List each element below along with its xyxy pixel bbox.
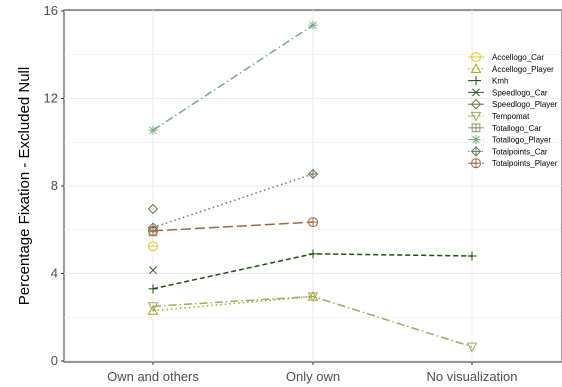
legend-key-marker — [470, 111, 482, 122]
legend-label: Kmh — [492, 77, 508, 86]
legend-key-marker — [471, 135, 481, 145]
data-point-totallogo-player — [148, 125, 158, 135]
legend-item: Speedlogo_Car — [468, 88, 548, 97]
y-tick-label: 12 — [44, 91, 58, 106]
series-line-totallogo-player — [152, 24, 314, 131]
legend-item: Tempomat — [468, 111, 530, 122]
legend-item: Totallogo_Car — [468, 123, 542, 133]
legend-label: Speedlogo_Car — [492, 88, 548, 97]
data-point-kmh — [148, 284, 158, 294]
legend-item: Totalpoints_Car — [468, 146, 548, 157]
data-point-accellogo-player — [147, 305, 159, 315]
data-point-kmh — [467, 251, 477, 261]
data-point-totalpoints-player — [308, 217, 318, 228]
y-axis: 0 4 8 12 16 — [44, 3, 64, 368]
legend-key-marker — [472, 88, 480, 97]
y-tick-label: 16 — [44, 3, 58, 18]
series-points — [147, 20, 478, 353]
legend-label: Accellogo_Car — [492, 53, 544, 62]
legend-item: Speedlogo_Player — [468, 98, 558, 110]
y-tick-label: 4 — [51, 266, 58, 281]
data-point-totalpoints-player — [148, 225, 158, 236]
legend-key-marker — [471, 52, 481, 62]
series-line-totalpoints-car — [152, 173, 314, 229]
y-axis-title: Percentage Fixation - Excluded Null — [16, 67, 33, 305]
data-point-totalpoints-car — [307, 168, 319, 180]
legend-label: Totallogo_Car — [492, 124, 542, 133]
x-axis: Own and others Only own No visualization — [107, 362, 518, 384]
legend-item: Totallogo_Player — [468, 135, 551, 145]
data-point-tempomat — [147, 302, 159, 312]
legend-key-marker — [471, 123, 481, 133]
legend-label: Totalpoints_Player — [492, 159, 558, 168]
data-point-accellogo-car — [148, 241, 158, 252]
grid-lines — [64, 10, 562, 362]
legend-label: Tempomat — [492, 112, 530, 121]
data-point-tempomat — [466, 342, 478, 353]
x-tick-label: Only own — [286, 369, 340, 384]
legend-item: Accellogo_Car — [468, 52, 544, 62]
legend-label: Totalpoints_Car — [492, 147, 548, 156]
legend-key-marker — [471, 158, 481, 169]
legend-item: Totalpoints_Player — [468, 158, 558, 169]
legend-item: Kmh — [468, 76, 508, 86]
legend-key-marker — [470, 63, 482, 73]
y-tick-label: 0 — [51, 353, 58, 368]
series-line-tempomat — [152, 295, 473, 348]
legend-key-marker — [470, 98, 482, 110]
legend-label: Speedlogo_Player — [492, 100, 558, 109]
x-tick-label: No visualization — [426, 369, 517, 384]
data-point-totallogo-player — [308, 20, 318, 30]
legend-key-marker — [470, 146, 482, 157]
data-point-speedlogo-car — [149, 266, 157, 275]
legend: Accellogo_Car Accellogo_Player Kmh Speedlog… — [468, 52, 558, 169]
x-tick-label: Own and others — [107, 369, 199, 384]
series-line-totalpoints-player — [152, 221, 314, 232]
legend-item: Accellogo_Player — [468, 63, 554, 74]
legend-label: Accellogo_Player — [492, 65, 554, 74]
data-point-speedlogo-player — [147, 203, 159, 215]
legend-label: Totallogo_Player — [492, 136, 551, 145]
data-point-kmh — [308, 249, 318, 259]
legend-key-marker — [471, 76, 481, 86]
data-point-tempomat — [307, 292, 319, 302]
y-tick-label: 8 — [51, 178, 58, 193]
